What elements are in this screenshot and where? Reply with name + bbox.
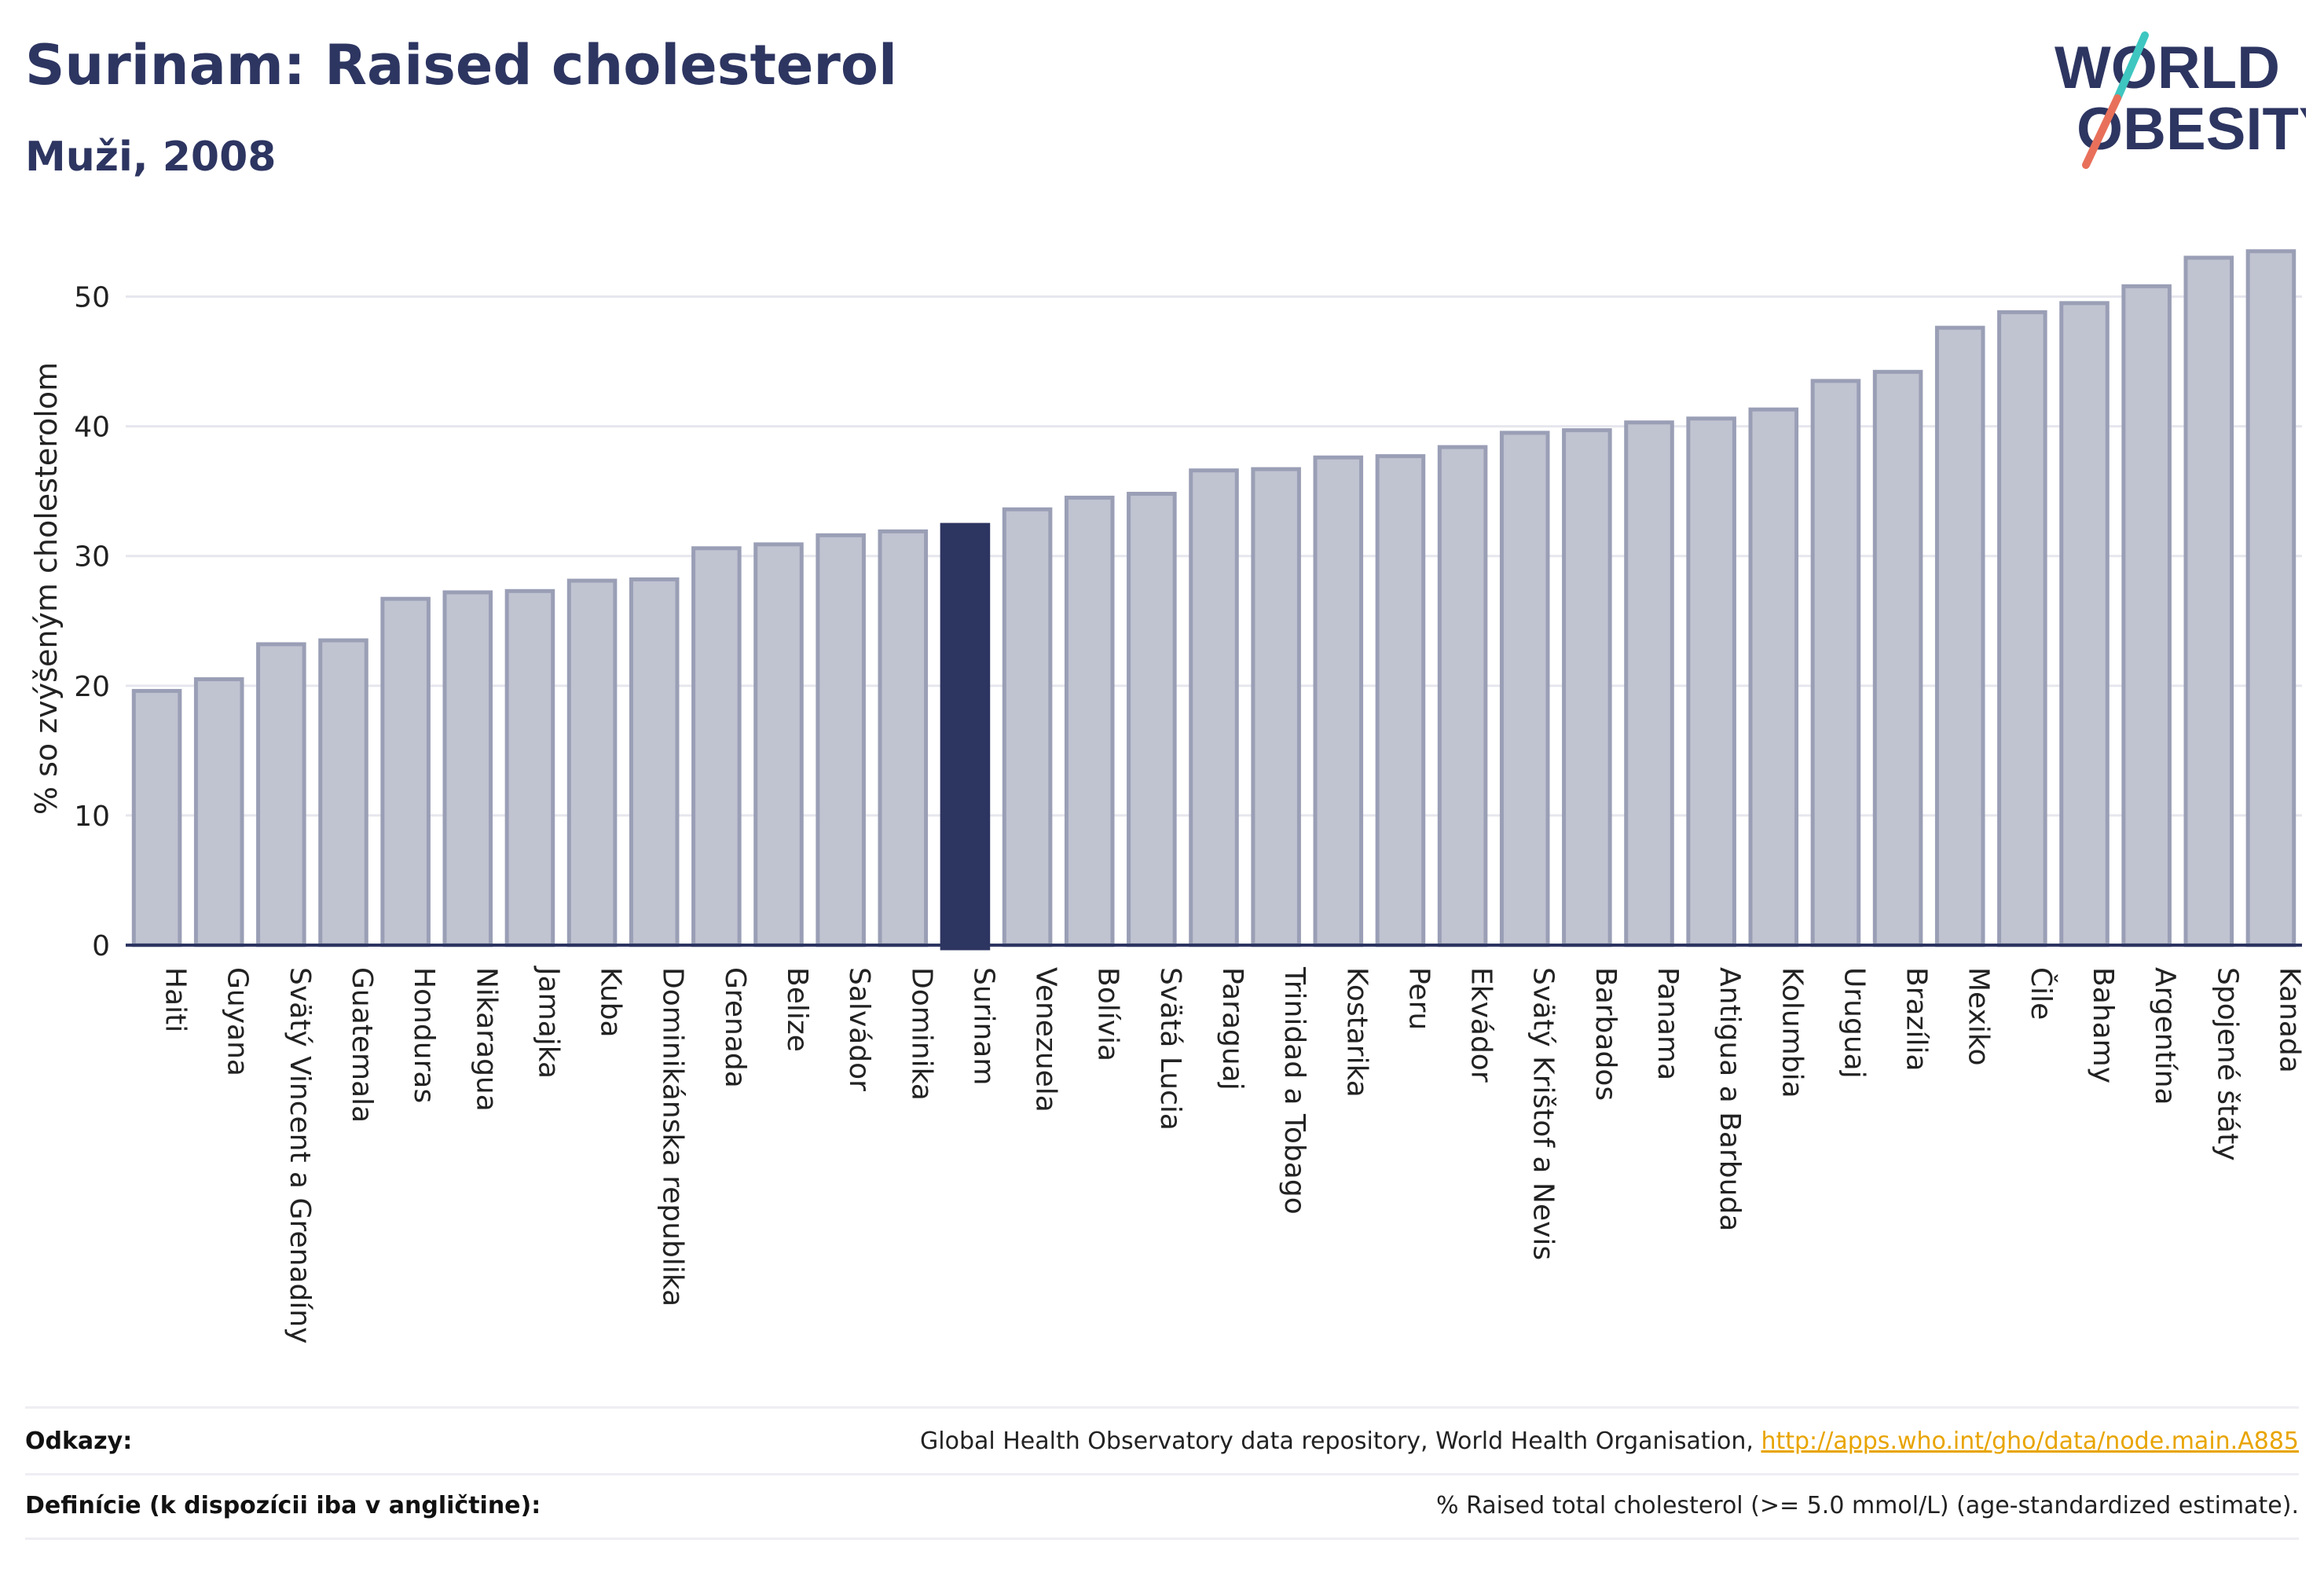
bar bbox=[2121, 284, 2172, 947]
bar bbox=[1562, 428, 1612, 947]
bar bbox=[566, 578, 618, 947]
bar bbox=[629, 577, 680, 947]
logo-slash-top bbox=[2113, 31, 2149, 102]
x-tick-label: Venezuela bbox=[1030, 967, 1062, 1112]
bar-highlight bbox=[940, 522, 991, 951]
x-tick-label: Guatemala bbox=[346, 967, 378, 1123]
bar bbox=[1934, 325, 1985, 947]
bar bbox=[1251, 467, 1301, 947]
references-row: Odkazy: Global Health Observatory data r… bbox=[25, 1406, 2299, 1475]
bar bbox=[2245, 249, 2297, 947]
x-tick-label: Paraguaj bbox=[1216, 967, 1248, 1090]
x-tick-label: Haiti bbox=[159, 967, 192, 1032]
bar bbox=[1686, 416, 1736, 947]
bar bbox=[504, 588, 555, 947]
x-tick-label: Svätý Vincent a Grenadíny bbox=[284, 967, 316, 1343]
bar bbox=[380, 596, 431, 947]
bar bbox=[1064, 495, 1115, 947]
bar bbox=[1437, 445, 1488, 947]
bar bbox=[753, 542, 804, 947]
y-tick-label: 50 bbox=[74, 282, 110, 314]
x-tick-label: Kanada bbox=[2273, 967, 2305, 1073]
x-tick-label: Belize bbox=[781, 967, 813, 1052]
x-tick-label: Panama bbox=[1651, 967, 1684, 1080]
x-tick-label: Trinidad a Tobago bbox=[1278, 966, 1310, 1215]
definitions-row: Definície (k dispozícii iba v angličtine… bbox=[25, 1473, 2299, 1540]
bar bbox=[1872, 369, 1923, 947]
x-tick-label: Kostarika bbox=[1340, 967, 1373, 1098]
bar bbox=[256, 642, 306, 947]
x-tick-label: Guyana bbox=[222, 967, 254, 1076]
bar bbox=[131, 688, 182, 947]
world-obesity-logo: WORLD OBESITY bbox=[2055, 31, 2306, 169]
bar bbox=[1002, 507, 1053, 947]
x-tick-label: Grenada bbox=[719, 967, 751, 1088]
x-tick-label: Svätá Lucia bbox=[1154, 967, 1186, 1131]
x-tick-label: Antigua a Barbuda bbox=[1714, 967, 1746, 1231]
x-tick-label: Dominikánska republika bbox=[657, 967, 689, 1307]
y-tick-label: 0 bbox=[92, 930, 110, 962]
y-axis-label: % so zvýšeným cholesterolom bbox=[29, 362, 64, 815]
x-tick-label: Barbados bbox=[1589, 967, 1622, 1101]
y-tick-label: 10 bbox=[74, 801, 110, 833]
x-tick-label: Bolívia bbox=[1092, 967, 1124, 1061]
definitions-value: % Raised total cholesterol (>= 5.0 mmol/… bbox=[1436, 1491, 2299, 1519]
x-tick-label: Ekvádor bbox=[1465, 967, 1497, 1083]
x-tick-label: Kolumbia bbox=[1776, 967, 1808, 1098]
x-tick-label: Argentína bbox=[2149, 967, 2181, 1105]
bar bbox=[878, 529, 929, 947]
bar bbox=[1624, 420, 1674, 947]
logo-line-1: WORLD bbox=[2055, 35, 2280, 101]
bar bbox=[318, 638, 368, 947]
x-tick-label: Surinam bbox=[967, 967, 999, 1085]
references-link[interactable]: http://apps.who.int/gho/data/node.main.A… bbox=[1761, 1427, 2299, 1455]
x-tick-label: Nikaragua bbox=[470, 967, 502, 1112]
references-text: Global Health Observatory data repositor… bbox=[920, 1427, 1761, 1455]
references-value: Global Health Observatory data repositor… bbox=[920, 1428, 2299, 1455]
logo-slash-bottom bbox=[2082, 94, 2121, 169]
x-tick-label: Honduras bbox=[408, 967, 440, 1103]
x-tick-label: Jamajka bbox=[532, 966, 564, 1079]
chart-title: Surinam: Raised cholesterol bbox=[25, 33, 897, 97]
x-tick-label: Svätý Krištof a Nevis bbox=[1527, 967, 1560, 1260]
bar bbox=[2183, 255, 2234, 947]
x-tick-label: Uruguaj bbox=[1838, 967, 1870, 1079]
x-tick-label: Dominika bbox=[905, 967, 937, 1101]
bar bbox=[1127, 491, 1177, 947]
bar bbox=[1810, 379, 1861, 947]
x-tick-label: Bahamy bbox=[2087, 967, 2119, 1083]
x-tick-label: Kuba bbox=[595, 967, 627, 1038]
bar bbox=[2059, 301, 2110, 947]
x-tick-label: Čile bbox=[2025, 967, 2058, 1020]
y-tick-label: 20 bbox=[74, 671, 110, 703]
x-tick-label: Spojené štáty bbox=[2211, 967, 2243, 1161]
x-tick-label: Salvádor bbox=[843, 967, 875, 1091]
definitions-label: Definície (k dispozícii iba v angličtine… bbox=[25, 1491, 541, 1519]
bar bbox=[691, 546, 742, 947]
bar bbox=[1499, 431, 1550, 947]
bar bbox=[1748, 407, 1799, 947]
bar bbox=[1997, 310, 2047, 947]
bar bbox=[1313, 455, 1364, 947]
x-tick-label: Peru bbox=[1402, 967, 1435, 1030]
x-tick-label: Brazília bbox=[1901, 967, 1933, 1072]
bar bbox=[816, 533, 866, 947]
bar bbox=[193, 677, 244, 947]
bar bbox=[1189, 468, 1239, 947]
bar bbox=[442, 590, 493, 947]
bar-chart: 0 10 20 30 40 50 % so zvýšeným cholesterolom Ha… bbox=[29, 249, 2305, 1343]
references-label: Odkazy: bbox=[25, 1427, 133, 1455]
y-tick-label: 40 bbox=[74, 412, 110, 444]
y-tick-label: 30 bbox=[74, 541, 110, 574]
x-tick-label: Mexiko bbox=[1963, 967, 1995, 1065]
bar bbox=[1375, 454, 1426, 947]
chart-subtitle: Muži, 2008 bbox=[25, 134, 277, 181]
